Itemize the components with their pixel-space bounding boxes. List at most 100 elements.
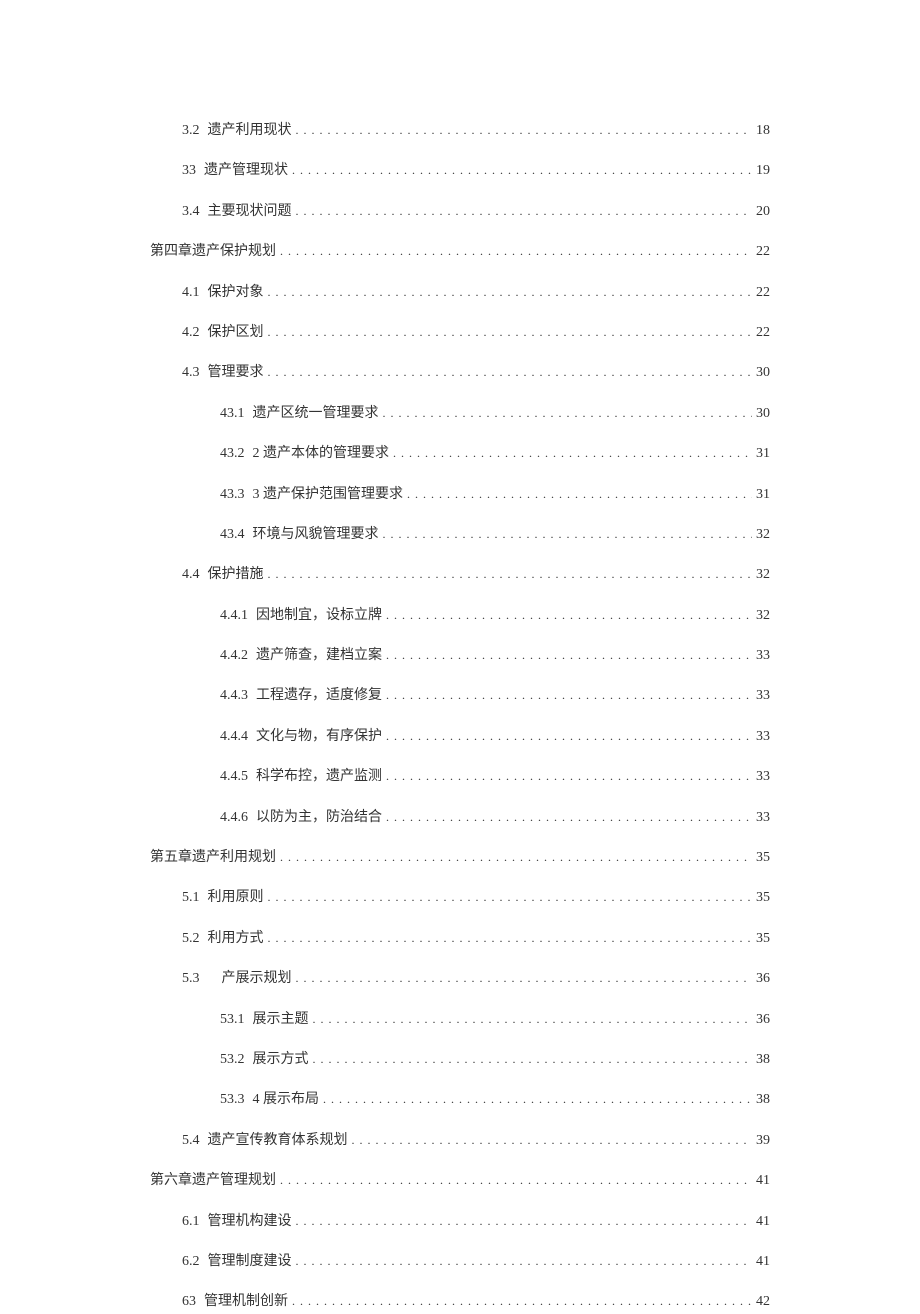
toc-entry-number: 43.2: [220, 443, 245, 465]
toc-entry-number: 53.2: [220, 1049, 245, 1071]
toc-entry-number: 6.1: [182, 1211, 200, 1233]
toc-entry-title: 展示方式: [253, 1049, 309, 1071]
toc-entry-title: 因地制宜，设标立牌: [256, 605, 382, 627]
toc-entry: 53.2展示方式38: [150, 1049, 770, 1071]
toc-entry-page: 30: [756, 403, 770, 425]
toc-entry: 第六章遗产管理规划41: [150, 1170, 770, 1192]
toc-entry-number: 4.2: [182, 322, 200, 344]
toc-entry: 43.1遗产区统一管理要求30: [150, 403, 770, 425]
toc-entry-number: 4.1: [182, 282, 200, 304]
toc-entry-title: 保护措施: [208, 564, 264, 586]
toc-entry-page: 32: [756, 524, 770, 546]
toc-entry-title: 工程遗存，适度修复: [256, 685, 382, 707]
toc-entry-page: 20: [756, 201, 770, 223]
toc-entry-number: 5.1: [182, 887, 200, 909]
toc-entry-leader: [292, 160, 752, 182]
toc-entry-leader: [280, 1170, 752, 1192]
toc-entry-leader: [386, 807, 752, 829]
toc-entry-title: 产展示规划: [208, 968, 292, 990]
toc-entry: 5.1利用原则35: [150, 887, 770, 909]
toc-entry: 4.4.5科学布控，遗产监测33: [150, 766, 770, 788]
toc-entry-number: 53.3: [220, 1089, 245, 1111]
toc-entry-title: 2 遗产本体的管理要求: [253, 443, 390, 465]
toc-entry-number: 6.2: [182, 1251, 200, 1273]
toc-entry-leader: [280, 241, 752, 263]
toc-entry-number: 3.2: [182, 120, 200, 142]
toc-entry: 第五章遗产利用规划35: [150, 847, 770, 869]
toc-entry-leader: [383, 403, 753, 425]
toc-entry-page: 39: [756, 1130, 770, 1152]
toc-entry: 5.2利用方式35: [150, 928, 770, 950]
toc-entry-title: 管理要求: [208, 362, 264, 384]
toc-entry-leader: [296, 1251, 753, 1273]
toc-entry-number: 5.4: [182, 1130, 200, 1152]
toc-entry-title: 遗产宣传教育体系规划: [208, 1130, 348, 1152]
toc-entry-title: 环境与风貌管理要求: [253, 524, 379, 546]
toc-entry-title: 3 遗产保护范围管理要求: [253, 484, 404, 506]
toc-entry: 6.1管理机构建设41: [150, 1211, 770, 1233]
toc-entry-number: 4.4.5: [220, 766, 248, 788]
toc-entry-page: 22: [756, 322, 770, 344]
toc-entry-leader: [386, 605, 752, 627]
toc-entry-page: 31: [756, 443, 770, 465]
toc-entry: 43.2 2 遗产本体的管理要求 31: [150, 443, 770, 465]
toc-entry-leader: [296, 120, 753, 142]
toc-entry-number: 4.4.4: [220, 726, 248, 748]
toc-entry: 4.4.1因地制宜，设标立牌32: [150, 605, 770, 627]
toc-entry-title: 主要现状问题: [208, 201, 292, 223]
toc-entry-leader: [383, 524, 753, 546]
toc-entry-leader: [268, 564, 753, 586]
toc-entry-title: 管理制度建设: [208, 1251, 292, 1273]
toc-entry-page: 36: [756, 1009, 770, 1031]
toc-entry: 5.3 产展示规划36: [150, 968, 770, 990]
toc-entry-title: 保护区划: [208, 322, 264, 344]
toc-entry: 5.4 遗产宣传教育体系规划 39: [150, 1130, 770, 1152]
toc-entry-number: 33: [182, 160, 196, 182]
toc-entry-title: 利用方式: [208, 928, 264, 950]
toc-entry: 4.4.2遗产筛查，建档立案33: [150, 645, 770, 667]
toc-entry-number: 5.2: [182, 928, 200, 950]
toc-entry: 3.4 主要现状问题 20: [150, 201, 770, 223]
toc-entry-number: 3.4: [182, 201, 200, 223]
toc-entry-page: 41: [756, 1211, 770, 1233]
toc-entry-page: 33: [756, 726, 770, 748]
toc-entry-title: 以防为主，防治结合: [256, 807, 382, 829]
toc-entry-page: 38: [756, 1089, 770, 1111]
toc-entry-leader: [296, 1211, 753, 1233]
toc-entry-leader: [352, 1130, 753, 1152]
toc-entry-page: 33: [756, 766, 770, 788]
toc-entry-page: 42: [756, 1291, 770, 1313]
toc-entry-number: 4.3: [182, 362, 200, 384]
toc-entry-leader: [268, 282, 753, 304]
toc-entry-leader: [386, 685, 752, 707]
toc-entry-leader: [386, 766, 752, 788]
toc-entry-leader: [393, 443, 752, 465]
toc-entry-number: 4.4.6: [220, 807, 248, 829]
toc-entry-title: 4 展示布局: [253, 1089, 320, 1111]
toc-entry: 4.4.3工程遗存，适度修复33: [150, 685, 770, 707]
toc-entry-title: 第五章遗产利用规划: [150, 847, 276, 869]
toc-entry-number: 63: [182, 1291, 196, 1313]
toc-entry-title: 利用原则: [208, 887, 264, 909]
toc-entry-leader: [296, 201, 753, 223]
toc-entry-page: 32: [756, 605, 770, 627]
toc-entry-number: 4.4.2: [220, 645, 248, 667]
toc-entry-leader: [268, 322, 753, 344]
toc-entry-page: 32: [756, 564, 770, 586]
toc-entry: 63 管理机制创新 42: [150, 1291, 770, 1313]
toc-entry-page: 22: [756, 241, 770, 263]
toc-entry: 33遗产管理现状19: [150, 160, 770, 182]
toc-entry-page: 30: [756, 362, 770, 384]
toc-entry-title: 第六章遗产管理规划: [150, 1170, 276, 1192]
toc-entry: 4.4.4文化与物，有序保护33: [150, 726, 770, 748]
table-of-contents: 3.2遗产利用现状1833遗产管理现状193.4主要现状问题20第四章遗产保护规…: [150, 120, 770, 1314]
toc-entry: 4.2 保护区划 22: [150, 322, 770, 344]
toc-entry-number: 43.3: [220, 484, 245, 506]
toc-entry-title: 遗产筛查，建档立案: [256, 645, 382, 667]
toc-entry-page: 36: [756, 968, 770, 990]
toc-entry-page: 18: [756, 120, 770, 142]
toc-entry-title: 管理机制创新: [204, 1291, 288, 1313]
toc-entry-page: 19: [756, 160, 770, 182]
toc-entry-leader: [292, 1291, 752, 1313]
toc-entry-number: 4.4: [182, 564, 200, 586]
